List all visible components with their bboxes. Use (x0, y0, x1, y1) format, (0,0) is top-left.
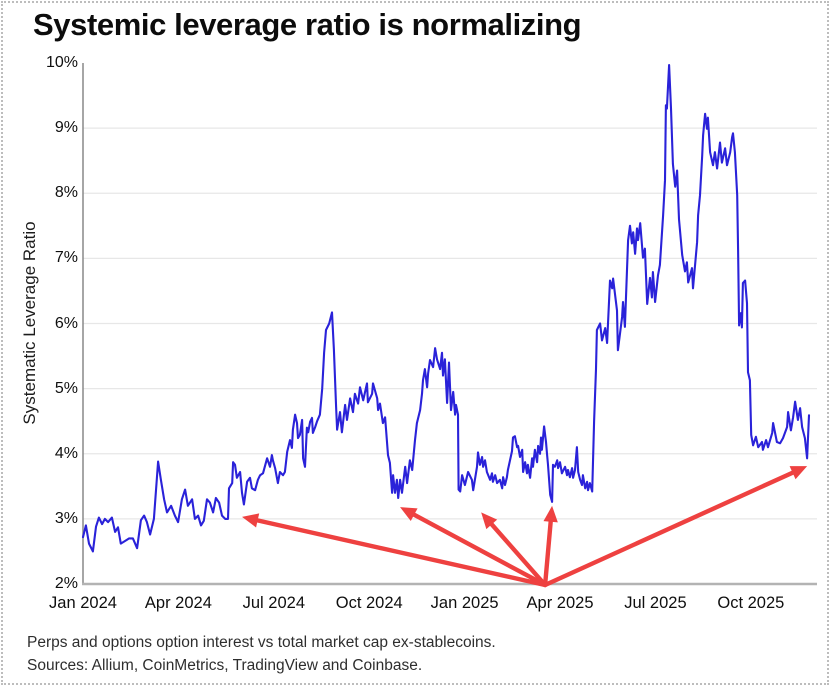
y-tick-label: 5% (54, 379, 78, 397)
chart-subtitle-note: Perps and options option interest vs tot… (27, 634, 496, 651)
annotation-arrow-shaft (409, 511, 548, 588)
annotation-arrow-head (543, 505, 558, 523)
y-tick-label: 6% (54, 314, 78, 332)
y-tick-label: 7% (54, 249, 78, 267)
chart-title: Systemic leverage ratio is normalizing (33, 7, 582, 42)
x-tick-label: Oct 2024 (335, 594, 403, 612)
y-tick-label: 4% (54, 444, 78, 462)
x-tick-label: Jul 2024 (242, 594, 305, 612)
leverage-ratio-line (81, 63, 811, 553)
annotation-arrow-shaft (487, 519, 548, 588)
x-tick-label: Jul 2025 (624, 594, 687, 612)
annotation-arrow-head (789, 466, 808, 480)
annotation-arrow-head (242, 513, 260, 528)
y-tick-label: 10% (45, 54, 78, 71)
x-tick-label: Jan 2024 (49, 594, 117, 612)
x-tick-label: Jan 2025 (430, 594, 499, 612)
y-tick-label: 8% (54, 184, 78, 202)
x-tick-label: Oct 2025 (717, 594, 785, 612)
annotation-arrow-shaft (252, 517, 548, 588)
x-tick-label: Apr 2025 (526, 594, 594, 612)
annotation-arrow-head (481, 512, 498, 530)
annotation-arrow-head (400, 507, 418, 522)
x-tick-label: Apr 2024 (144, 594, 212, 612)
y-tick-label: 2% (54, 575, 78, 592)
annotation-arrow-shaft (542, 469, 798, 588)
y-tick-label: 9% (54, 119, 78, 137)
chart-sources-note: Sources: Allium, CoinMetrics, TradingVie… (27, 657, 423, 674)
y-tick-label: 3% (54, 509, 78, 527)
annotation-arrow-shaft (542, 516, 554, 588)
